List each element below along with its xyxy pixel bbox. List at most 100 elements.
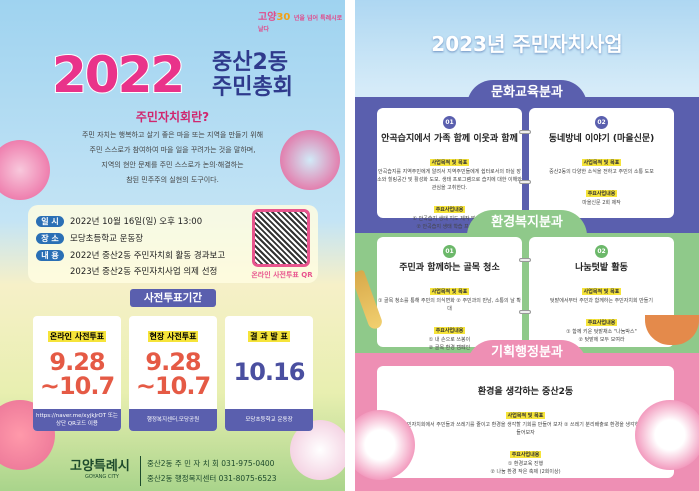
vote-card-result: 결 과 발 표 10.16 모당초등학교 운동장 [225, 316, 313, 431]
main-item: 마을신문 2회 제작 [582, 200, 621, 206]
section-tab: 기획행정분과 [467, 340, 587, 366]
project-number: 02 [595, 245, 608, 258]
cosmos-flower-image [355, 410, 415, 480]
goal-text: 중산2동의 다양한 소식을 전하고 주민의 소통 도모 [549, 169, 654, 175]
goyang-30-logo: 고양30 년을 넘어 특례시로 날다 [258, 12, 343, 33]
project-card: 환경을 생각하는 중산2동 사업목적 및 목표 ① 중산2동 주민자치회에서 주… [377, 366, 674, 478]
main-item: ② 안곡습지 생태 학습 프로그램 [416, 224, 483, 230]
main-list: ① 환경교육 진행 ② 나눔 환경 작은 축제 (2회이상) [377, 460, 674, 476]
info-place: 장 소 모당초등학교 운동장 [36, 232, 143, 244]
project-title: 안곡습지에서 가족 함께 이웃과 함께 [381, 134, 518, 144]
main-list: ① 안곡습지 생태 지도 제작 및 배포 ② 안곡습지 생태 학습 프로그램 [377, 215, 522, 231]
main-label: 주요사업내용 [509, 451, 542, 458]
description-line: 지역의 현안 문제를 주민 스스로가 논의·해결하는 [101, 161, 244, 169]
main-item: ① 환경교육 진행 [507, 461, 544, 467]
goal-text: ① 골목 청소를 통해 주민의 의식변화 ② 주민과의 만남, 소통의 날 확대 [377, 298, 522, 312]
card-footer: 행정복지센터,모당공원 [129, 409, 217, 431]
city-logo-en: GOYANG CITY [85, 474, 119, 480]
project-number: 02 [595, 116, 608, 129]
cosmos-flower-image [635, 400, 699, 470]
goal-label: 사업목적 및 목표 [581, 159, 622, 166]
main-item: ② 골목 환경 캠페인 [428, 345, 471, 351]
goal-label: 사업목적 및 목표 [429, 159, 470, 166]
card-date-start: 9.28 [145, 348, 201, 376]
project-card: 02 동네방네 이야기 (마을신문) 사업목적 및 목표 중산2동의 다양한 소… [529, 108, 674, 218]
goal-text: 안곡습지를 지역주민에게 알려서 지역주민들에게 쉼터로서의 마실 장소와 힐링… [377, 169, 522, 191]
main-list: ① 함께 키운 텃밭채소 "나눔박스" ② 텃밭에 모두 모여라 [529, 328, 674, 344]
city-logo: 고양특례시 [70, 459, 130, 474]
poster-title: 중산2동 주민총회 [212, 50, 293, 100]
contact-line: 중산2동 주 민 자 치 회 031-975-0400 [147, 459, 275, 468]
main-item: ① 내 손으로 쓰봉이 [428, 337, 471, 343]
main-label: 주요사업내용 [433, 327, 466, 334]
info-value: 2022년 10월 16일(일) 오후 13:00 [70, 217, 203, 227]
card-footer: 모당초등학교 운동장 [225, 409, 313, 431]
main-item: ① 함께 키운 텃밭채소 "나눔박스" [566, 329, 637, 335]
main-item: ② 나눔 환경 작은 축제 (2회이상) [490, 469, 561, 475]
projects-poster: 2023년 주민자치사업 문화교육분과 01 안곡습지에서 가족 함께 이웃과 … [355, 0, 699, 491]
main-label: 주요사업내용 [585, 319, 618, 326]
card-date-end: ~10.7 [39, 372, 115, 400]
info-label: 일 시 [36, 215, 64, 227]
card-title: 결 과 발 표 [248, 331, 290, 342]
project-number: 01 [443, 245, 456, 258]
project-title: 주민과 함께하는 골목 청소 [399, 263, 500, 273]
card-footer-link[interactable]: https://naver.me/xyjkJrOT 또는 상단 QR코드 이용 [33, 409, 121, 431]
event-info: 일 시 2022년 10월 16일(일) 오후 13:00 장 소 모당초등학교 운… [28, 205, 318, 283]
cosmos-flower-image [0, 140, 50, 200]
contacts: 중산2동 주 민 자 치 회 031-975-0400 중산2동 행정복지센터 0… [140, 456, 277, 486]
goal-text: ① 중산2동 주민자치회에서 주민들과 쓰레기를 줄이고 환경을 생각할 기회를… [377, 422, 674, 436]
project-card: 01 주민과 함께하는 골목 청소 사업목적 및 목표 ① 골목 청소를 통해 … [377, 237, 522, 351]
info-value: 2022년 중산2동 주민자치회 활동 경과보고 [70, 251, 226, 261]
description-line: 참된 민주주의 실현의 도구이다. [126, 176, 219, 184]
project-title: 나눔텃밭 활동 [575, 263, 628, 273]
vote-card-online: 온라인 사전투표 9.28 ~10.7 https://naver.me/xyjk… [33, 316, 121, 431]
goal-label: 사업목적 및 목표 [429, 288, 470, 295]
card-date-end: ~10.7 [135, 372, 211, 400]
info-label: 내 용 [36, 249, 64, 261]
vote-period-heading: 사전투표기간 [130, 289, 216, 307]
year-title: 2022 [51, 45, 186, 105]
title-line-2: 주민총회 [212, 75, 293, 100]
qr-label: 온라인 사전투표 QR [251, 271, 313, 279]
main-item: ① 안곡습지 생태 지도 제작 및 배포 [412, 216, 487, 222]
assembly-poster: 고양30 년을 넘어 특례시로 날다 2022 중산2동 주민총회 주민자치회란?… [0, 0, 345, 491]
goal-label: 사업목적 및 목표 [581, 288, 622, 295]
binder-ring-icon [519, 130, 531, 134]
binder-ring-icon [519, 180, 531, 184]
projects-title: 2023년 주민자치사업 [431, 32, 623, 56]
info-date: 일 시 2022년 10월 16일(일) 오후 13:00 [36, 215, 202, 227]
card-date: 10.16 [233, 358, 306, 386]
card-title: 온라인 사전투표 [47, 331, 107, 342]
section-tab: 환경복지분과 [467, 210, 587, 236]
card-date-start: 9.28 [49, 348, 105, 376]
info-label: 장 소 [36, 232, 64, 244]
description-line: 주민 자치는 행복하고 살기 좋은 마을 또는 지역을 만들기 위해 [81, 131, 264, 139]
binder-ring-icon [519, 258, 531, 262]
info-value: 모당초등학교 운동장 [70, 234, 144, 244]
card-title: 현장 사전투표 [147, 331, 199, 342]
main-label: 주요사업내용 [433, 206, 466, 213]
main-label: 주요사업내용 [585, 190, 618, 197]
info-content-2: 2023년 중산2동 주민자치사업 의제 선정 [70, 265, 217, 277]
contact-line: 중산2동 행정복지센터 031-8075-6523 [147, 474, 277, 483]
main-item: ② 텃밭에 모두 모여라 [578, 337, 625, 343]
project-card: 01 안곡습지에서 가족 함께 이웃과 함께 사업목적 및 목표 안곡습지를 지… [377, 108, 522, 230]
info-content: 내 용 2022년 중산2동 주민자치회 활동 경과보고 [36, 249, 225, 261]
goal-label: 사업목적 및 목표 [505, 412, 546, 419]
binder-ring-icon [519, 310, 531, 314]
project-number: 01 [443, 116, 456, 129]
qr-code[interactable] [252, 209, 310, 267]
main-list: ① 내 손으로 쓰봉이 ② 골목 환경 캠페인 [377, 336, 522, 352]
vote-card-onsite: 현장 사전투표 9.28 ~10.7 행정복지센터,모당공원 [129, 316, 217, 431]
section-tab: 문화교육분과 [467, 80, 587, 106]
title-line-1: 중산2동 [212, 50, 289, 75]
cosmos-flower-image [280, 130, 340, 190]
project-title: 환경을 생각하는 중산2동 [477, 387, 574, 397]
description-line: 주민 스스로가 참여하여 마을 일을 꾸려가는 것을 말하며, [89, 146, 256, 154]
what-heading: 주민자치회란? [135, 110, 210, 124]
project-title: 동네방네 이야기 (마을신문) [548, 134, 655, 144]
info-value: 2023년 중산2동 주민자치사업 의제 선정 [70, 267, 218, 277]
goal-text: 텃밭에서부터 주민과 함께하는 주민자치회 만들기 [550, 298, 653, 304]
